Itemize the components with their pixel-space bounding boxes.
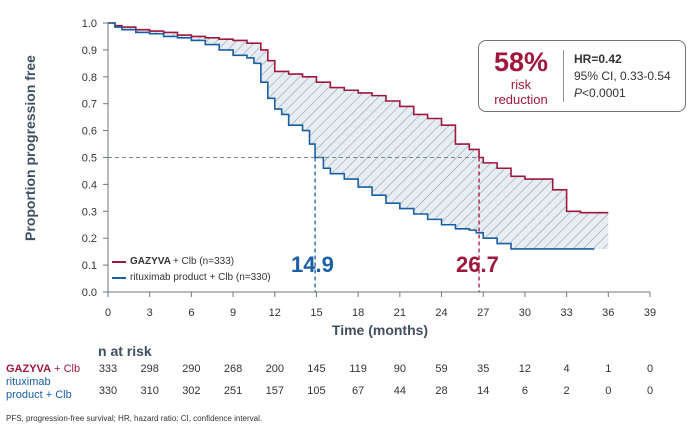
x-tick-label: 9 bbox=[230, 307, 236, 319]
x-tick-label: 33 bbox=[560, 307, 572, 319]
legend-swatch-rituximab bbox=[112, 277, 126, 279]
risk-reduction-percent: 58% bbox=[493, 47, 549, 77]
risk-reduction: 58% risk reduction bbox=[483, 47, 559, 107]
at-risk-count-rituximab: 251 bbox=[223, 385, 243, 397]
at-risk-count-gazyva: 0 bbox=[646, 363, 654, 375]
at-risk-title: n at risk bbox=[98, 343, 152, 359]
x-tick-label: 3 bbox=[147, 307, 153, 319]
at-risk-count-rituximab: 28 bbox=[435, 385, 448, 397]
at-risk-count-rituximab: 6 bbox=[521, 385, 528, 397]
y-tick-label: 0.3 bbox=[82, 206, 97, 218]
at-risk-count-rituximab: 330 bbox=[98, 385, 118, 397]
at-risk-count-gazyva: 145 bbox=[307, 363, 326, 375]
legend-label-gazyva-bold: GAZYVA bbox=[130, 256, 171, 267]
hr-p-rest: <0.0001 bbox=[582, 86, 626, 100]
at-risk-count-rituximab: 0 bbox=[605, 385, 612, 397]
y-tick-label: 0.8 bbox=[82, 72, 97, 84]
y-tick-label: 1.0 bbox=[82, 18, 97, 30]
at-risk-label-rituximab: rituximab product + Clb bbox=[6, 376, 72, 401]
x-tick-label: 15 bbox=[310, 307, 322, 319]
x-axis-label: Time (months) bbox=[331, 322, 429, 338]
hr-p-value: P<0.0001 bbox=[574, 85, 671, 102]
y-tick-label: 0.6 bbox=[82, 126, 97, 138]
at-risk-count-rituximab: 302 bbox=[182, 385, 201, 397]
hr-divider bbox=[563, 50, 564, 102]
hr-stats: HR=0.42 95% CI, 0.33-0.54 P<0.0001 bbox=[574, 51, 671, 102]
legend-label-rituximab: rituximab product + Clb (n=330) bbox=[130, 272, 271, 283]
y-tick-label: 0.9 bbox=[82, 45, 97, 57]
at-risk-count-gazyva: 1 bbox=[605, 363, 612, 375]
y-tick-label: 0.1 bbox=[82, 260, 97, 272]
at-risk-count-gazyva: 35 bbox=[477, 363, 490, 375]
x-tick-label: 36 bbox=[602, 307, 614, 319]
risk-reduction-line1: risk bbox=[510, 77, 532, 92]
x-tick-label: 30 bbox=[519, 307, 531, 319]
at-risk-count-rituximab: 2 bbox=[563, 385, 570, 397]
x-tick-label: 21 bbox=[394, 307, 406, 319]
hr-value: HR=0.42 bbox=[574, 52, 622, 66]
legend-item-gazyva: GAZYVA + Clb (n=333) bbox=[112, 254, 271, 270]
hr-p-symbol: P bbox=[574, 86, 583, 100]
hr-ci: 95% CI, 0.33-0.54 bbox=[574, 69, 671, 83]
hazard-difference-area bbox=[108, 23, 609, 249]
at-risk-count-gazyva: 119 bbox=[349, 363, 367, 375]
at-risk-count-rituximab: 67 bbox=[352, 385, 365, 397]
y-axis-label-wrap: Proportion progression free bbox=[10, 18, 50, 278]
x-tick-label: 24 bbox=[435, 307, 447, 319]
at-risk-count-gazyva: 90 bbox=[393, 363, 406, 375]
at-risk-count-rituximab: 310 bbox=[140, 385, 159, 397]
series-line-rituximab bbox=[108, 22, 595, 250]
y-tick-label: 0.5 bbox=[82, 153, 97, 165]
footnote: PFS, progression-free survival; HR, haza… bbox=[6, 414, 263, 423]
x-tick-label: 27 bbox=[477, 307, 489, 319]
median-label-gazyva: 26.7 bbox=[456, 252, 499, 277]
x-tick-label: 39 bbox=[644, 307, 656, 319]
y-tick-label: 0.0 bbox=[82, 287, 97, 299]
at-risk-count-gazyva: 333 bbox=[98, 363, 118, 375]
x-tick-label: 6 bbox=[188, 307, 194, 319]
y-tick-label: 0.7 bbox=[82, 99, 97, 111]
series-line-gazyva bbox=[108, 22, 609, 214]
median-label-rituximab: 14.9 bbox=[291, 252, 334, 277]
at-risk-count-gazyva: 4 bbox=[563, 363, 570, 375]
km-chart: 0 3 6 9 12 15 18 21 24 27 30 33 36 390.00.10.20.30.40… bbox=[82, 18, 656, 319]
at-risk-count-rituximab: 105 bbox=[307, 385, 326, 397]
at-risk-count-gazyva: 298 bbox=[140, 363, 159, 375]
x-tick-label: 18 bbox=[352, 307, 364, 319]
hazard-ratio-box: 58% risk reduction HR=0.42 95% CI, 0.33-… bbox=[478, 40, 686, 112]
at-risk-label-gazyva-bold: GAZYVA bbox=[6, 363, 52, 375]
at-risk-count-gazyva: 290 bbox=[182, 363, 201, 375]
at-risk-count-rituximab: 0 bbox=[646, 385, 654, 397]
legend-item-rituximab: rituximab product + Clb (n=330) bbox=[112, 270, 271, 286]
x-tick-label: 0 bbox=[105, 307, 111, 319]
x-tick-label: 12 bbox=[269, 307, 281, 319]
at-risk-count-gazyva: 200 bbox=[265, 363, 284, 375]
legend: GAZYVA + Clb (n=333) rituximab product +… bbox=[112, 254, 271, 286]
at-risk-count-rituximab: 14 bbox=[477, 385, 490, 397]
y-tick-label: 0.2 bbox=[82, 233, 97, 245]
at-risk-count-rituximab: 44 bbox=[393, 385, 406, 397]
y-axis-label: Proportion progression free bbox=[22, 55, 38, 241]
legend-swatch-gazyva bbox=[112, 261, 126, 263]
legend-label-gazyva: + Clb (n=333) bbox=[172, 256, 235, 267]
at-risk-count-rituximab: 157 bbox=[265, 385, 284, 397]
at-risk-label-gazyva-rest: + Clb bbox=[51, 363, 81, 375]
at-risk-count-gazyva: 12 bbox=[518, 363, 532, 375]
at-risk-count-gazyva: 268 bbox=[223, 363, 243, 375]
risk-reduction-line2: reduction bbox=[494, 92, 548, 107]
y-tick-label: 0.4 bbox=[82, 179, 97, 191]
at-risk-label-gazyva: GAZYVA + Clb bbox=[6, 363, 80, 376]
at-risk-count-gazyva: 59 bbox=[435, 363, 448, 375]
